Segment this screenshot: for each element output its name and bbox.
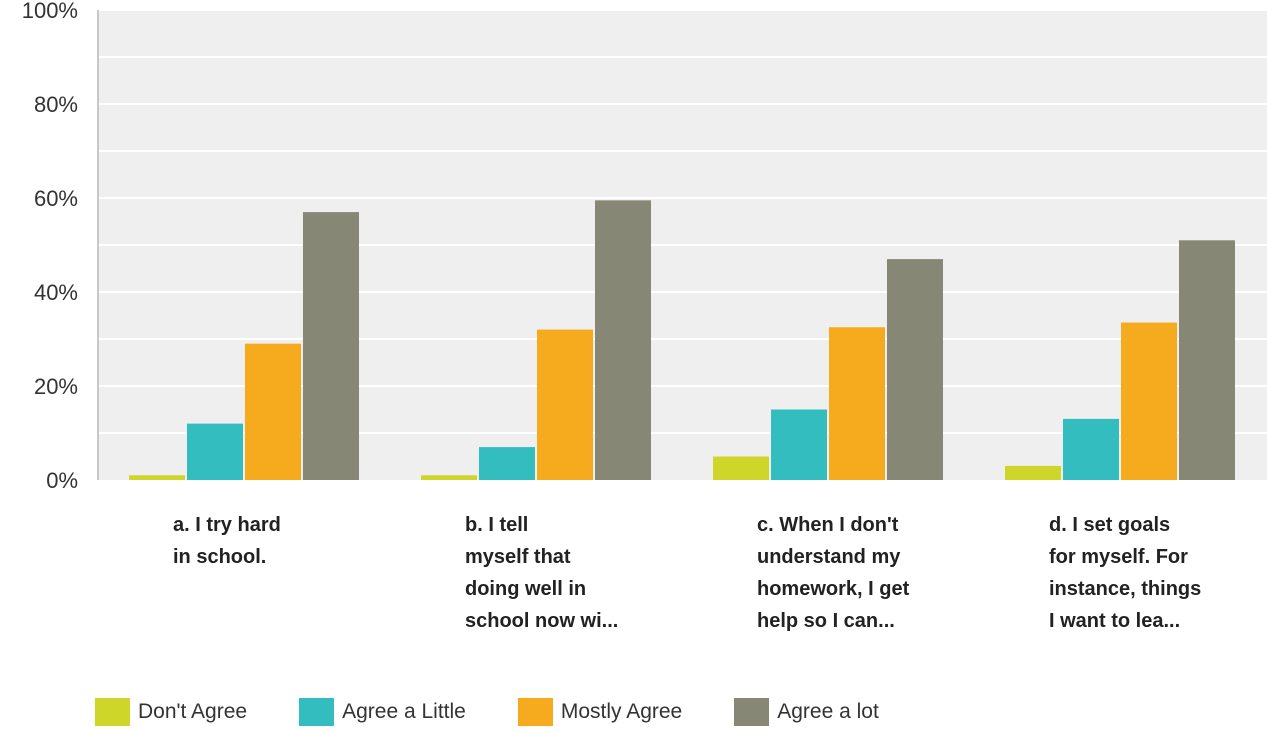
gridlines — [98, 9, 1267, 434]
x-category-label: myself that — [465, 546, 571, 568]
bar — [1063, 418, 1119, 480]
y-tick-label: 80% — [34, 92, 78, 117]
x-category-label: I want to lea... — [1049, 610, 1180, 632]
legend-swatch — [734, 698, 770, 726]
bar — [537, 329, 593, 480]
x-category-label: in school. — [173, 546, 266, 568]
bars — [129, 200, 1235, 480]
bar — [479, 447, 535, 480]
bar — [713, 456, 769, 480]
legend-item: Agree a Little — [299, 698, 466, 726]
y-axis-ticks: 0% 20% 40% 60% 80% 100% — [22, 0, 78, 493]
bar — [303, 212, 359, 480]
legend-item: Agree a lot — [734, 698, 879, 726]
bar — [421, 475, 477, 480]
bar — [1121, 322, 1177, 480]
x-category-label: homework, I get — [757, 578, 910, 600]
legend-item: Don't Agree — [95, 698, 247, 726]
bar — [129, 475, 185, 480]
x-category-label: d. I set goals — [1049, 514, 1170, 536]
y-tick-label: 100% — [22, 0, 78, 23]
x-category-label: help so I can... — [757, 610, 895, 632]
legend: Don't Agree Agree a Little Mostly Agree Agr… — [95, 698, 931, 726]
legend-label: Agree a lot — [777, 700, 879, 723]
bar — [245, 343, 301, 480]
x-category-label: school now wi... — [465, 610, 618, 632]
legend-swatch — [517, 698, 553, 726]
legend-label: Agree a Little — [342, 700, 466, 723]
x-category-label: c. When I don't — [757, 514, 899, 536]
legend-label: Don't Agree — [138, 700, 248, 723]
x-category-label: instance, things — [1049, 578, 1201, 600]
bar — [595, 200, 651, 480]
y-tick-label: 40% — [34, 280, 78, 305]
bar — [887, 259, 943, 480]
x-category-label: for myself. For — [1049, 546, 1188, 568]
y-tick-label: 0% — [46, 468, 78, 493]
bar — [1005, 465, 1061, 480]
y-tick-label: 60% — [34, 186, 78, 211]
bar — [771, 409, 827, 480]
bar — [187, 423, 243, 480]
bar — [1179, 240, 1235, 480]
x-category-label: understand my — [757, 546, 901, 568]
legend-label: Mostly Agree — [560, 700, 683, 723]
bar — [829, 327, 885, 480]
x-category-label: doing well in — [465, 578, 586, 600]
legend-item: Mostly Agree — [517, 698, 683, 726]
y-tick-label: 20% — [34, 374, 78, 399]
bar-chart: 0% 20% 40% 60% 80% 100% a. I try hard in schoo… — [22, 0, 1267, 632]
legend-swatch — [95, 698, 130, 726]
legend-swatch — [299, 698, 335, 726]
x-axis-categories: a. I try hard in school. b. I tell myself t… — [173, 514, 1201, 632]
x-category-label: a. I try hard — [173, 514, 281, 536]
x-category-label: b. I tell — [465, 514, 528, 536]
